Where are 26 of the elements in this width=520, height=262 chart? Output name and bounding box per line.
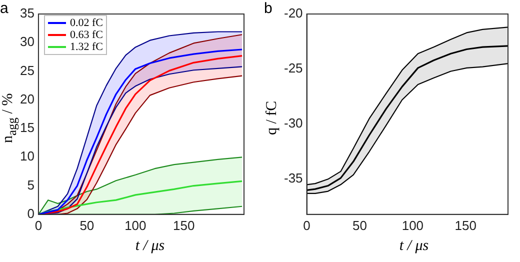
legend-label: 0.63 fC	[70, 29, 103, 41]
y-axis-title: q / fC	[264, 100, 280, 136]
chart-title: a	[0, 0, 8, 17]
x-tick-label: 150	[454, 218, 476, 233]
x-tick-label: 150	[173, 218, 195, 233]
y-tick-label: -30	[284, 116, 303, 131]
legend-label: 0.02 fC	[70, 17, 103, 29]
y-tick-label: 0	[27, 206, 34, 221]
y-tick-label: -25	[284, 60, 303, 76]
chart-title: b	[264, 0, 272, 17]
y-tick-label: 30	[20, 34, 34, 50]
x-tick-label: 50	[80, 218, 94, 233]
y-tick-label: 10	[20, 148, 34, 164]
y-tick-label: 25	[20, 62, 34, 78]
x-tick-label: 100	[124, 218, 146, 233]
x-axis-title: t / μs	[398, 238, 430, 255]
y-tick-label: 5	[27, 177, 34, 192]
legend-label: 1.32 fC	[70, 41, 103, 53]
y-tick-label: 20	[20, 91, 34, 106]
x-tick-label: 100	[402, 218, 424, 233]
x-axis-title: t / μs	[134, 238, 166, 255]
y-tick-label: -35	[284, 170, 303, 186]
y-tick-label: 15	[20, 120, 34, 136]
x-tick-label: 50	[352, 218, 367, 233]
y-tick-label: 35	[20, 6, 34, 21]
y-tick-label: -20	[284, 6, 303, 21]
